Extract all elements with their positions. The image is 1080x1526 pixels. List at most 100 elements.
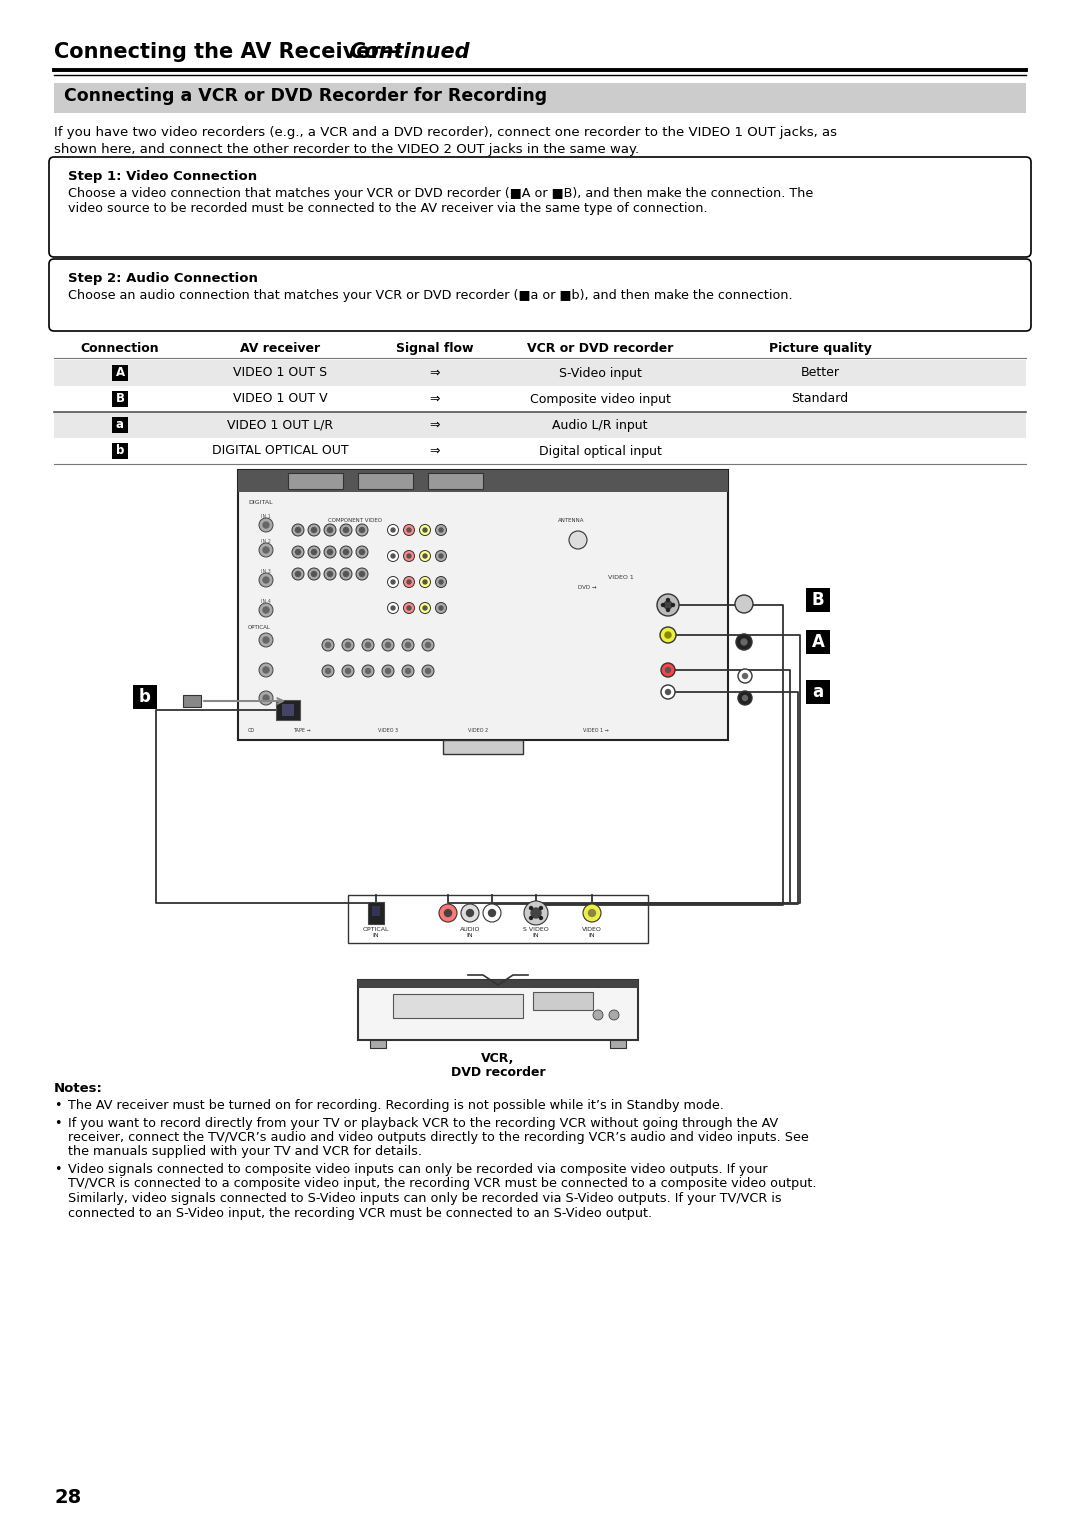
Circle shape xyxy=(405,642,410,647)
Circle shape xyxy=(391,580,395,584)
Circle shape xyxy=(259,517,273,533)
Circle shape xyxy=(391,606,395,610)
Text: IN 1: IN 1 xyxy=(261,514,271,519)
Text: L: L xyxy=(446,909,450,916)
Circle shape xyxy=(388,551,399,562)
Text: VIDEO 1 OUT S: VIDEO 1 OUT S xyxy=(233,366,327,380)
Bar xyxy=(370,1041,386,1048)
Text: Picture quality: Picture quality xyxy=(769,342,872,356)
Text: A: A xyxy=(811,633,824,652)
Text: •: • xyxy=(54,1099,62,1112)
Circle shape xyxy=(356,546,368,559)
Text: R: R xyxy=(489,909,495,916)
Circle shape xyxy=(362,665,374,678)
Circle shape xyxy=(593,1010,603,1019)
Bar xyxy=(54,82,1026,113)
Text: Standard: Standard xyxy=(792,392,849,406)
Circle shape xyxy=(435,603,446,613)
Circle shape xyxy=(539,906,542,909)
Circle shape xyxy=(327,572,333,577)
Text: Choose a video connection that matches your VCR or DVD recorder (■A or ■B), and : Choose a video connection that matches y… xyxy=(68,188,813,200)
Circle shape xyxy=(426,642,431,647)
Circle shape xyxy=(423,554,427,559)
Circle shape xyxy=(419,525,431,536)
Circle shape xyxy=(327,528,333,533)
Text: The AV receiver must be turned on for recording. Recording is not possible while: The AV receiver must be turned on for re… xyxy=(68,1099,724,1112)
Circle shape xyxy=(404,525,415,536)
Circle shape xyxy=(483,903,501,922)
Circle shape xyxy=(292,546,303,559)
Circle shape xyxy=(292,568,303,580)
Circle shape xyxy=(423,606,427,610)
Circle shape xyxy=(324,546,336,559)
Text: ⇒: ⇒ xyxy=(430,418,441,432)
Circle shape xyxy=(419,577,431,588)
Circle shape xyxy=(404,577,415,588)
Bar xyxy=(357,473,413,488)
Circle shape xyxy=(665,667,671,673)
Text: DIGITAL OPTICAL OUT: DIGITAL OPTICAL OUT xyxy=(212,444,349,458)
Circle shape xyxy=(388,603,399,613)
Circle shape xyxy=(346,642,351,647)
Circle shape xyxy=(386,668,391,673)
Text: a: a xyxy=(116,418,124,432)
Circle shape xyxy=(264,694,269,700)
Text: a: a xyxy=(812,684,824,700)
Circle shape xyxy=(391,554,395,559)
Text: IN 3: IN 3 xyxy=(261,569,271,574)
Circle shape xyxy=(404,603,415,613)
Circle shape xyxy=(264,546,269,552)
Bar xyxy=(54,386,1026,412)
Circle shape xyxy=(435,551,446,562)
Circle shape xyxy=(264,667,269,673)
Text: OPTICAL: OPTICAL xyxy=(363,926,389,932)
Text: IN 4: IN 4 xyxy=(261,600,271,604)
Circle shape xyxy=(524,900,548,925)
Bar xyxy=(372,906,380,916)
Circle shape xyxy=(743,673,747,679)
Circle shape xyxy=(356,568,368,580)
Bar xyxy=(368,902,384,925)
Text: DIGITAL: DIGITAL xyxy=(248,501,272,505)
Bar xyxy=(54,360,1026,386)
Circle shape xyxy=(666,609,670,612)
Text: TV/VCR is connected to a composite video input, the recording VCR must be connec: TV/VCR is connected to a composite video… xyxy=(68,1178,816,1190)
Bar xyxy=(54,438,1026,464)
Circle shape xyxy=(402,639,414,652)
Text: A: A xyxy=(116,366,124,380)
Circle shape xyxy=(438,528,443,533)
Text: B: B xyxy=(116,392,124,406)
Text: AV receiver: AV receiver xyxy=(240,342,320,356)
Bar xyxy=(534,992,593,1010)
Circle shape xyxy=(407,528,411,533)
Circle shape xyxy=(308,568,320,580)
Bar xyxy=(806,630,831,655)
Text: receiver, connect the TV/VCR’s audio and video outputs directly to the recording: receiver, connect the TV/VCR’s audio and… xyxy=(68,1131,809,1144)
Circle shape xyxy=(660,627,676,642)
Text: ⇒: ⇒ xyxy=(430,366,441,380)
Circle shape xyxy=(324,568,336,580)
Text: CD: CD xyxy=(248,728,255,732)
Circle shape xyxy=(324,523,336,536)
Circle shape xyxy=(435,525,446,536)
Circle shape xyxy=(407,554,411,559)
Circle shape xyxy=(488,909,496,917)
Text: ⇒: ⇒ xyxy=(430,392,441,406)
Circle shape xyxy=(362,639,374,652)
Circle shape xyxy=(438,554,443,559)
Text: COMPONENT VIDEO: COMPONENT VIDEO xyxy=(328,517,382,523)
Text: Better: Better xyxy=(800,366,839,380)
Circle shape xyxy=(343,549,349,554)
Circle shape xyxy=(296,572,300,577)
Text: DVD →: DVD → xyxy=(578,584,596,591)
Circle shape xyxy=(382,665,394,678)
FancyBboxPatch shape xyxy=(49,259,1031,331)
Text: ⇒: ⇒ xyxy=(430,444,441,458)
FancyBboxPatch shape xyxy=(49,157,1031,256)
Bar xyxy=(276,700,300,720)
Text: IN: IN xyxy=(589,932,595,938)
Text: Notes:: Notes: xyxy=(54,1082,103,1096)
Circle shape xyxy=(311,572,316,577)
Text: shown here, and connect the other recorder to the VIDEO 2 OUT jacks in the same : shown here, and connect the other record… xyxy=(54,143,639,156)
Circle shape xyxy=(665,690,671,694)
